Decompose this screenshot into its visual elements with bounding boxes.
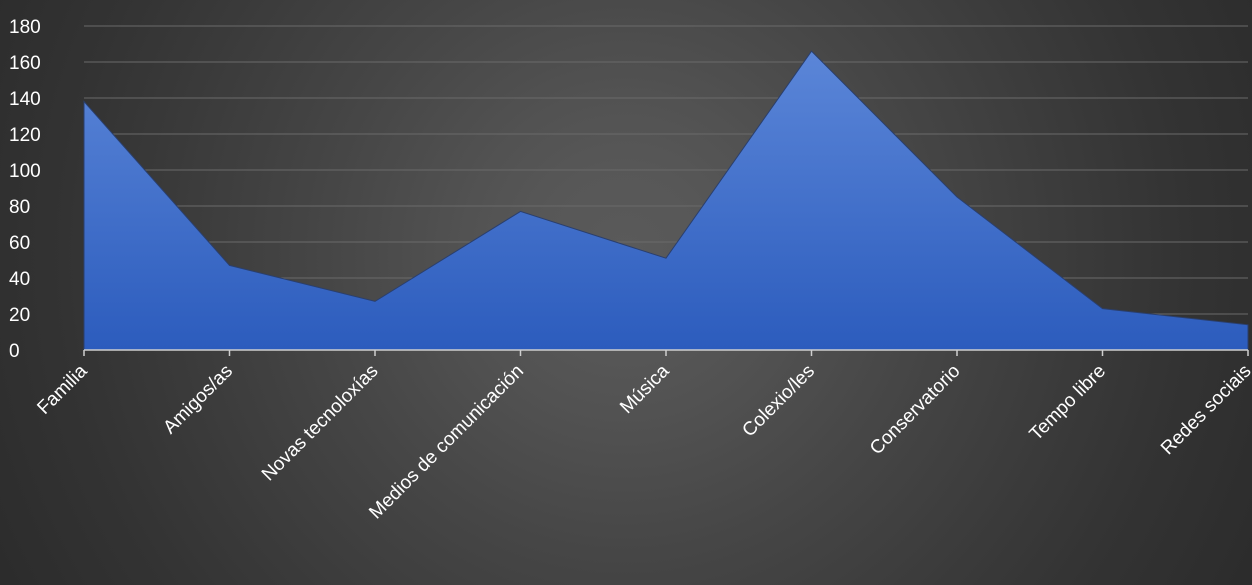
y-tick-label: 80 xyxy=(9,197,30,218)
x-category-label: Conservatorio xyxy=(866,361,964,459)
series-area xyxy=(83,50,1249,351)
y-tick-label: 20 xyxy=(9,305,30,326)
x-category-label: Colexio/les xyxy=(738,361,819,442)
y-tick-label: 100 xyxy=(9,161,41,182)
x-category-label: Familia xyxy=(33,360,91,418)
y-tick-label: 140 xyxy=(9,89,41,110)
x-category-label: Música xyxy=(616,360,674,418)
y-tick-label: 160 xyxy=(9,53,41,74)
y-tick-label: 120 xyxy=(9,125,41,146)
x-category-label: Redes sociais xyxy=(1157,361,1252,459)
x-category-label: Novas tecnoloxías xyxy=(258,361,383,486)
x-category-label: Amigos/as xyxy=(159,361,237,439)
x-axis: Familia Amigos/as Novas tecnoloxíasMedios … xyxy=(33,349,1252,524)
y-tick-label: 0 xyxy=(9,341,20,362)
y-axis: 0 20 40 60 80 100 120 140 160 180 xyxy=(9,17,41,362)
y-tick-label: 180 xyxy=(9,17,41,38)
series-area-fill xyxy=(83,50,1249,351)
y-tick-label: 40 xyxy=(9,269,30,290)
y-tick-label: 60 xyxy=(9,233,30,254)
x-category-label: Tempo libre xyxy=(1026,361,1110,445)
x-category-label: Medios de comunicación xyxy=(365,361,528,524)
